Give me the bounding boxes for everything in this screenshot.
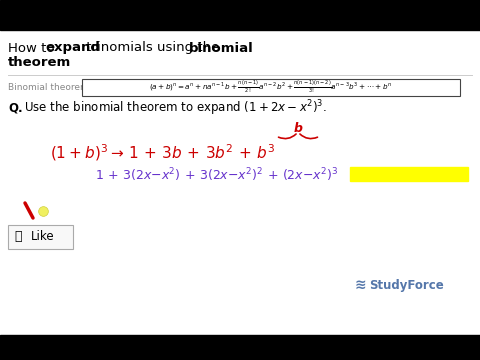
Text: theorem: theorem bbox=[8, 55, 71, 68]
Text: Binomial theorem:: Binomial theorem: bbox=[8, 82, 92, 91]
Bar bbox=[82, 79, 460, 96]
Text: 👍: 👍 bbox=[14, 230, 22, 243]
Text: $(a+b)^n = a^n + na^{n-1}b + \frac{n(n-1)}{2!}a^{n-2}b^2 + \frac{n(n-1)(n-2)}{3!: $(a+b)^n = a^n + na^{n-1}b + \frac{n(n-1… bbox=[149, 80, 393, 95]
Bar bbox=[8, 225, 73, 249]
Text: expand: expand bbox=[45, 41, 100, 54]
Text: binomial: binomial bbox=[189, 41, 254, 54]
Text: How to: How to bbox=[8, 41, 59, 54]
Text: $(1+b)^3\rightarrow\, 1\,+\,3b\,+\,3b^2\,+\,b^3$: $(1+b)^3\rightarrow\, 1\,+\,3b\,+\,3b^2\… bbox=[50, 143, 275, 163]
Bar bbox=[350, 167, 468, 181]
Bar bbox=[0, 335, 480, 360]
Text: Q.: Q. bbox=[8, 102, 23, 114]
Text: ≋: ≋ bbox=[355, 278, 367, 292]
Text: StudyForce: StudyForce bbox=[369, 279, 444, 292]
Text: b: b bbox=[293, 122, 302, 135]
Text: Use the binomial theorem to expand $(1 + 2x - x^2)^3$.: Use the binomial theorem to expand $(1 +… bbox=[24, 98, 327, 118]
Text: $1\,+\,3(2x{-}x^2)\,+\,3(2x{-}x^2)^2\,+\,(2x{-}x^2)^3$: $1\,+\,3(2x{-}x^2)\,+\,3(2x{-}x^2)^2\,+\… bbox=[95, 166, 338, 184]
Text: trinomials using the: trinomials using the bbox=[82, 41, 224, 54]
Bar bbox=[0, 0, 480, 30]
Text: Like: Like bbox=[31, 230, 55, 243]
